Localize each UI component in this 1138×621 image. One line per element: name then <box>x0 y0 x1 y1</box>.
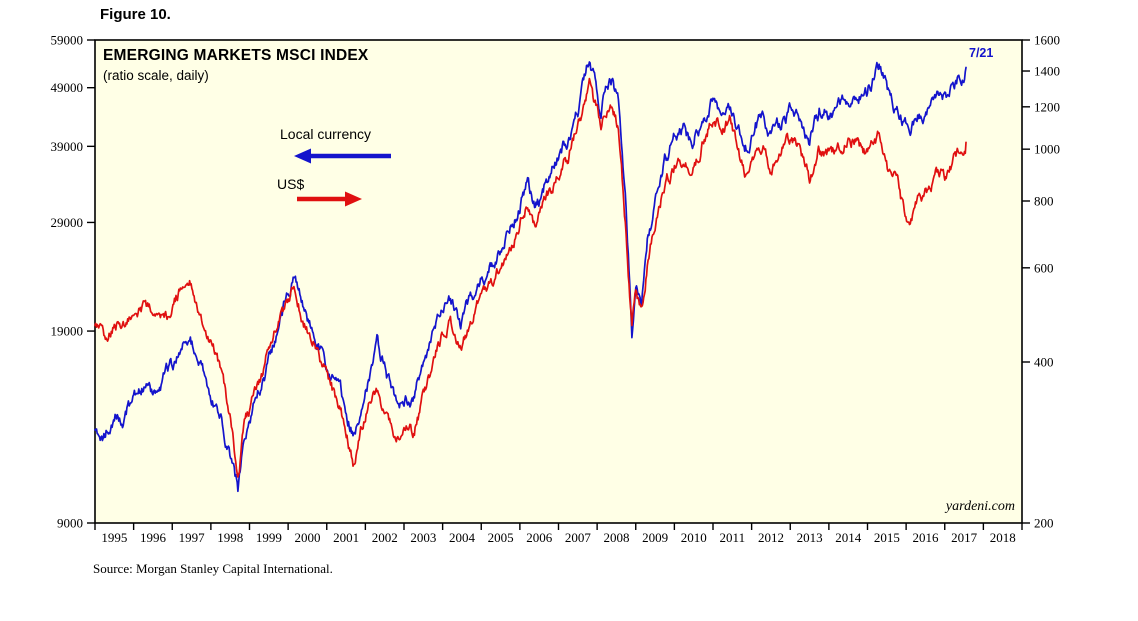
right-axis-tick-label: 600 <box>1034 260 1054 275</box>
right-axis-tick-label: 1000 <box>1034 142 1060 157</box>
chart-title: EMERGING MARKETS MSCI INDEX <box>103 47 369 64</box>
x-axis-tick-label: 2010 <box>681 530 707 545</box>
legend-label-usd: US$ <box>277 176 305 192</box>
x-axis-tick-label: 2001 <box>333 530 359 545</box>
left-axis-tick-label: 19000 <box>51 324 84 339</box>
x-axis-tick-label: 1998 <box>217 530 243 545</box>
right-axis-tick-label: 1200 <box>1034 99 1060 114</box>
x-axis-tick-label: 2004 <box>449 530 476 545</box>
x-axis-tick-label: 1997 <box>179 530 206 545</box>
plot-area <box>94 39 1023 524</box>
right-axis-tick-label: 400 <box>1034 355 1054 370</box>
left-axis-tick-label: 59000 <box>51 33 84 48</box>
x-axis-tick-label: 1995 <box>101 530 127 545</box>
left-axis-tick-label: 39000 <box>51 139 84 154</box>
series-local-currency-line <box>94 61 967 493</box>
figure-label: Figure 10. <box>100 6 171 23</box>
x-axis-tick-label: 2013 <box>797 530 823 545</box>
x-axis-tick-label: 2006 <box>526 530 553 545</box>
source-note: Source: Morgan Stanley Capital Internati… <box>93 561 333 576</box>
x-axis-tick-label: 2002 <box>372 530 398 545</box>
x-axis-tick-label: 2018 <box>990 530 1016 545</box>
x-axis-tick-label: 2003 <box>410 530 436 545</box>
chart-subtitle: (ratio scale, daily) <box>103 68 209 83</box>
x-axis-tick-label: 2015 <box>874 530 900 545</box>
local-currency-left-arrow-head <box>294 148 311 164</box>
x-axis-tick-label: 2011 <box>720 530 746 545</box>
watermark: yardeni.com <box>945 499 1015 514</box>
x-axis-tick-label: 2016 <box>912 530 939 545</box>
x-axis-tick-label: 1996 <box>140 530 167 545</box>
x-axis-tick-label: 2012 <box>758 530 784 545</box>
series-usd-line <box>94 77 967 478</box>
x-axis-tick-label: 2007 <box>565 530 592 545</box>
x-axis-tick-label: 2000 <box>294 530 320 545</box>
usd-right-arrow-head <box>345 191 362 207</box>
latest-date-annotation: 7/21 <box>969 46 994 60</box>
x-axis-tick-label: 2009 <box>642 530 668 545</box>
right-axis-tick-label: 1400 <box>1034 64 1060 79</box>
x-axis-tick-label: 2005 <box>488 530 514 545</box>
x-axis-tick-label: 2014 <box>835 530 862 545</box>
right-axis-tick-label: 1600 <box>1034 33 1060 48</box>
x-axis-tick-label: 1999 <box>256 530 282 545</box>
left-axis-tick-label: 49000 <box>51 80 84 95</box>
right-axis-tick-label: 200 <box>1034 516 1054 531</box>
right-axis-tick-label: 800 <box>1034 194 1054 209</box>
left-axis-tick-label: 9000 <box>57 516 83 531</box>
x-axis-tick-label: 2008 <box>603 530 629 545</box>
x-axis-tick-label: 2017 <box>951 530 978 545</box>
left-axis-tick-label: 29000 <box>51 215 84 230</box>
legend-label-local-currency: Local currency <box>280 126 372 142</box>
